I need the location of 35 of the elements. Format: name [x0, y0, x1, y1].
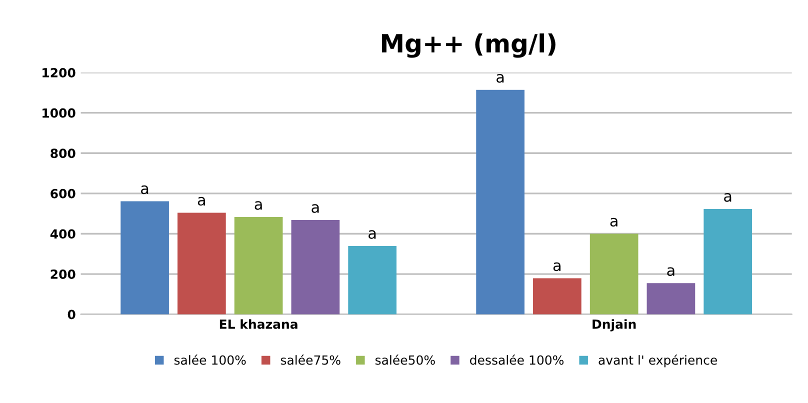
data-label: a	[198, 196, 205, 206]
y-tick-label: 0	[68, 310, 76, 320]
data-label: a	[724, 193, 732, 202]
y-tick-label: 1000	[42, 108, 76, 118]
x-tick-label: EL khazana	[220, 319, 298, 329]
bar	[476, 90, 524, 314]
bar	[178, 212, 226, 314]
legend-label: avant l' expérience	[598, 354, 717, 368]
data-label: a	[553, 262, 560, 272]
y-tick-label: 400	[50, 229, 76, 239]
bar	[646, 283, 696, 314]
legend-label: salée50%	[375, 354, 435, 365]
data-label: a	[254, 201, 262, 210]
bar	[590, 234, 638, 314]
data-label: a	[496, 74, 504, 83]
bar	[120, 201, 169, 314]
legend-label: salée 100%	[174, 354, 246, 365]
legend-label: dessalée 100%	[470, 354, 564, 365]
bar	[533, 278, 582, 314]
bar	[348, 246, 396, 314]
data-label: a	[667, 267, 674, 276]
data-label: a	[312, 204, 319, 213]
data-label: a	[368, 230, 376, 239]
y-tick-label: 600	[50, 188, 76, 198]
data-label: a	[610, 218, 618, 227]
chart-title: Mg++ (mg/l)	[382, 33, 556, 58]
bar	[234, 217, 283, 314]
y-tick-label: 200	[50, 270, 76, 279]
legend-label: salée75%	[280, 354, 340, 365]
y-tick-label: 800	[50, 148, 76, 158]
y-tick-label: 1200	[42, 68, 76, 78]
data-label: a	[141, 185, 148, 194]
x-tick-label: Dnjain	[592, 319, 636, 332]
bar	[704, 208, 752, 314]
bar	[291, 220, 340, 314]
